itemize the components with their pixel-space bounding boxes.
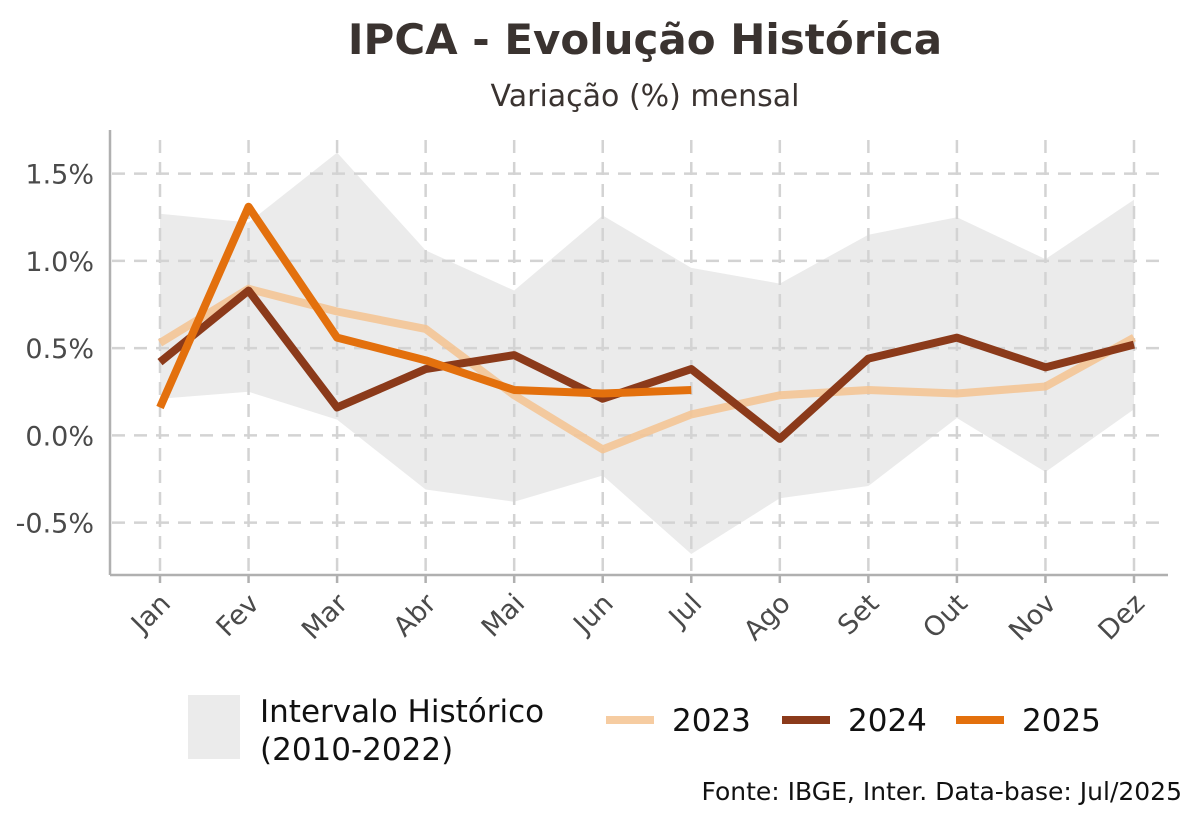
x-tick-labels: Jan Fev Mar Abr Mai Jun Jul Ago Set Out Nov Dez (124, 587, 1151, 647)
y-tick-label: 1.0% (25, 247, 94, 278)
legend-label-2024: 2024 (848, 703, 927, 739)
axes (108, 130, 1168, 583)
historical-band-layer (160, 152, 1134, 555)
x-tick-label: Nov (1003, 588, 1062, 647)
legend-band-swatch (188, 695, 240, 759)
y-tick-label: -0.5% (16, 509, 94, 540)
legend-band-label: Intervalo Histórico (2010-2022) (260, 694, 544, 768)
legend: Intervalo Histórico (2010-2022) 2023 2024 2… (188, 694, 1101, 768)
x-tick-label: Mar (296, 587, 355, 646)
y-tick-labels: -0.5% 0.0% 0.5% 1.0% 1.5% (16, 160, 94, 540)
x-tick-label: Ago (738, 588, 797, 647)
legend-label-2025: 2025 (1022, 703, 1101, 739)
x-tick-label: Fev (211, 588, 266, 643)
y-tick-label: 1.5% (25, 160, 94, 191)
x-tick-label: Out (917, 588, 974, 645)
chart-subtitle: Variação (%) mensal (491, 79, 800, 114)
series-line-2024 (157, 286, 1135, 443)
historical-range-band (160, 152, 1134, 555)
y-tick-label: 0.5% (25, 334, 94, 365)
x-tick-label: Abr (388, 587, 444, 643)
series-line-2025 (156, 202, 692, 410)
x-tick-label: Jan (124, 588, 177, 641)
x-tick-label: Jul (662, 588, 708, 634)
y-tick-label: 0.0% (25, 421, 94, 452)
legend-label-2023: 2023 (672, 703, 751, 739)
series-line-2023 (157, 284, 1136, 454)
chart-title: IPCA - Evolução Histórica (348, 15, 942, 64)
x-tick-label: Dez (1093, 588, 1151, 646)
source-note: Fonte: IBGE, Inter. Data-base: Jul/2025 (702, 777, 1183, 806)
x-tick-label: Mai (476, 588, 531, 643)
series-lines (156, 202, 1136, 454)
x-tick-label: Set (832, 588, 885, 641)
x-tick-label: Jun (567, 588, 620, 641)
